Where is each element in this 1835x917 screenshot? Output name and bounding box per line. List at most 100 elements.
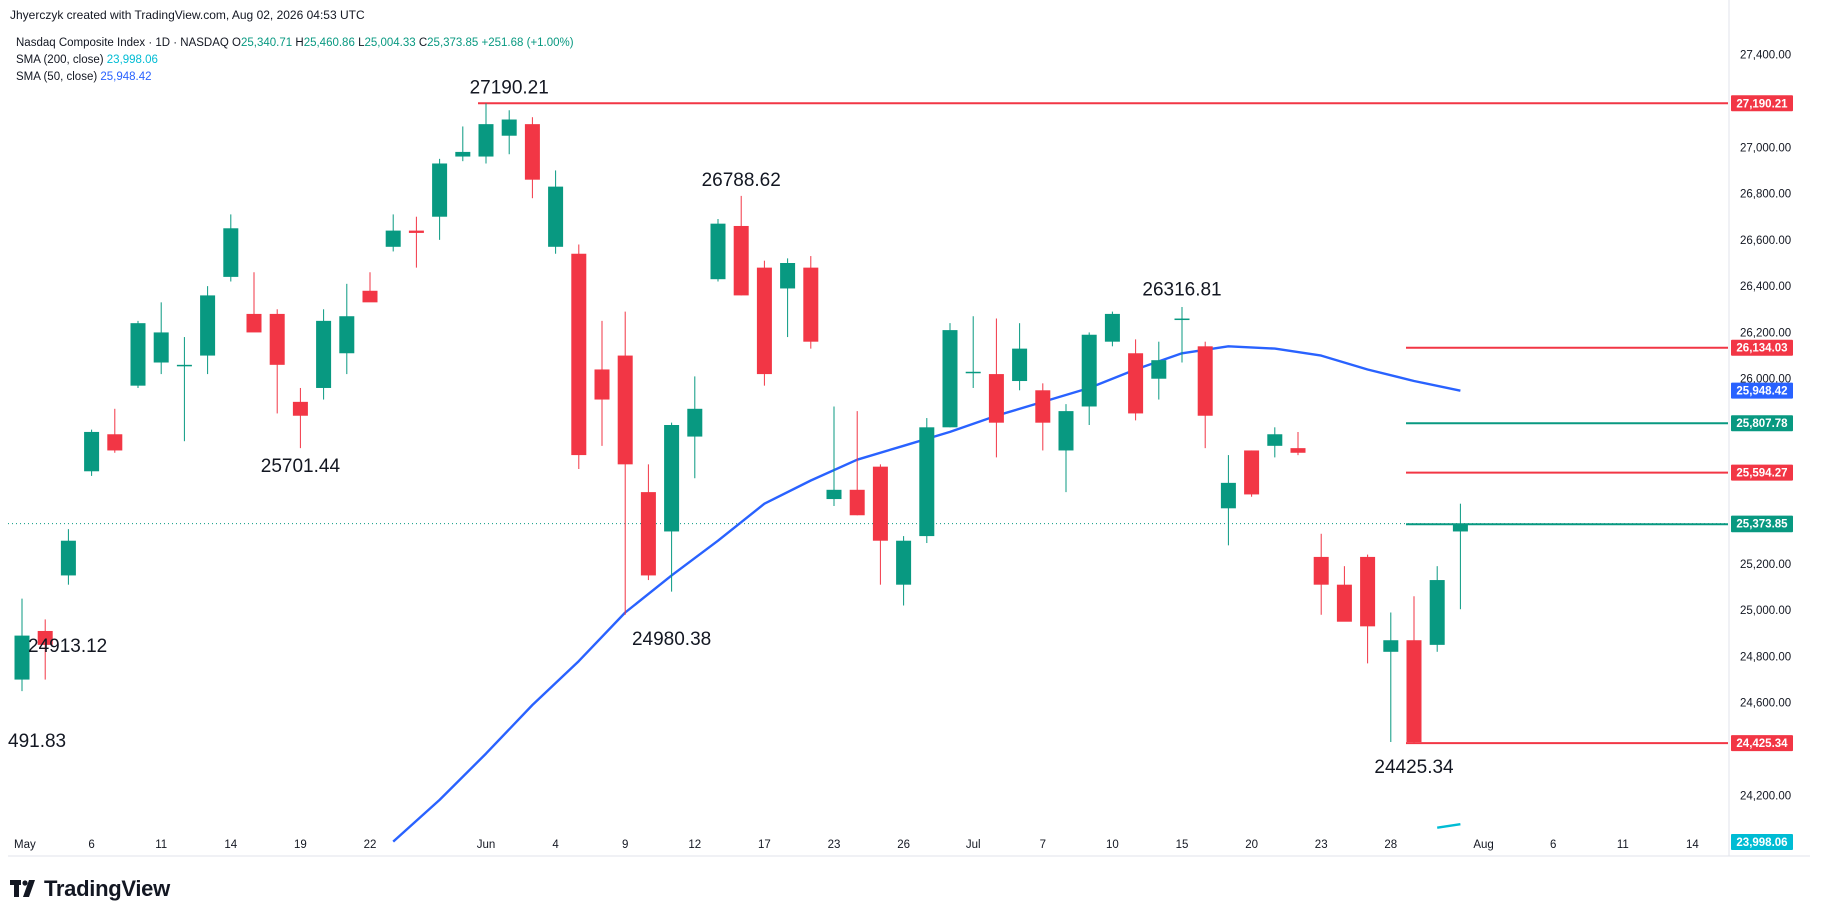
badge-label: 25,373.85 [1736, 519, 1788, 531]
candle-body [1452, 523, 1468, 532]
x-tick-label: 20 [1245, 839, 1258, 851]
candle-body [1104, 313, 1120, 342]
bullish-candle [339, 283, 355, 375]
price-annotation: 26788.62 [702, 170, 781, 191]
high-value: 25,460.86 [303, 37, 355, 49]
candle-body [1197, 346, 1213, 416]
candle-body [872, 466, 888, 541]
price-annotation: 491.83 [8, 731, 66, 752]
sma200-line [1437, 823, 1461, 829]
bearish-candle [524, 117, 540, 199]
candle-body [1035, 390, 1051, 423]
bearish-candle [849, 411, 865, 516]
x-tick-label: 17 [758, 839, 771, 851]
badge-bg [1731, 382, 1793, 399]
bullish-candle [1012, 323, 1028, 391]
bearish-candle [269, 309, 285, 414]
candle-body [1220, 482, 1236, 509]
legend-sma50-row[interactable]: SMA (50, close) 25,948.42 [16, 69, 574, 86]
legend-sma200-row[interactable]: SMA (200, close) 23,998.06 [16, 52, 574, 69]
candle-body [594, 369, 610, 400]
bullish-candle [501, 110, 517, 155]
y-tick-label: 26,400.00 [1740, 281, 1791, 293]
price-axis-badge: 26,134.03 [1731, 339, 1793, 356]
chart-legend: Nasdaq Composite Index · 1D · NASDAQ O25… [16, 35, 574, 86]
candle-body [617, 355, 633, 465]
x-tick-label: 23 [828, 839, 841, 851]
candle-body [1151, 360, 1167, 379]
bullish-candle [385, 214, 401, 252]
badge-bg [1731, 339, 1793, 356]
tradingview-logo[interactable]: TradingView [10, 876, 170, 902]
y-tick-label: 27,400.00 [1740, 50, 1791, 62]
bearish-candle [107, 408, 123, 453]
bullish-candle [316, 309, 332, 400]
candle-body [478, 124, 494, 157]
bullish-candle [1452, 503, 1468, 610]
candle-body [1128, 353, 1144, 414]
bullish-candle [942, 323, 958, 428]
x-tick-label: 15 [1176, 839, 1189, 851]
bearish-candle [872, 464, 888, 585]
bullish-candle [1151, 341, 1167, 400]
change-value: +251.68 (+1.00%) [481, 37, 574, 49]
sma50-value: 25,948.42 [100, 71, 152, 83]
y-tick-label: 24,600.00 [1740, 698, 1791, 710]
y-tick-label: 26,200.00 [1740, 327, 1791, 339]
x-tick-label: 14 [1686, 839, 1699, 851]
low-label: L [358, 37, 365, 49]
price-annotation: 25701.44 [261, 456, 341, 477]
candle-body [339, 316, 355, 354]
candle-body [849, 489, 865, 516]
candle-body [455, 151, 471, 157]
candle-body [1383, 640, 1399, 652]
bullish-candle [130, 320, 146, 388]
badge-bg [1731, 515, 1793, 532]
candle-body [965, 371, 981, 374]
candle-body [501, 119, 517, 136]
candle-body [1081, 334, 1097, 407]
bearish-candle [292, 387, 308, 449]
candle-body [687, 408, 703, 437]
candle-body [1336, 584, 1352, 622]
bullish-candle [478, 103, 494, 164]
chart-credit: Jhyerczyk created with TradingView.com, … [10, 8, 365, 22]
badge-label: 27,190.21 [1736, 98, 1788, 110]
legend-symbol-row[interactable]: Nasdaq Composite Index · 1D · NASDAQ O25… [16, 35, 574, 52]
candle-body [548, 186, 564, 247]
candle-body [107, 434, 123, 451]
bearish-candle [1290, 431, 1306, 456]
candle-body [37, 630, 53, 645]
candle-body [60, 540, 76, 576]
price-axis-badge: 25,373.85 [1731, 515, 1793, 532]
bullish-candle [1267, 427, 1283, 458]
badge-bg [1731, 415, 1793, 432]
x-tick-label: 12 [688, 839, 701, 851]
candle-body [292, 401, 308, 416]
x-tick-label: Jun [477, 839, 496, 851]
bullish-candle [965, 316, 981, 388]
bearish-candle [1128, 339, 1144, 421]
symbol-name[interactable]: Nasdaq Composite Index · 1D · NASDAQ [16, 37, 229, 49]
x-tick-label: 11 [155, 839, 167, 851]
tradingview-logo-icon [10, 880, 35, 897]
x-tick-label: 26 [897, 839, 910, 851]
candle-body [524, 124, 540, 180]
badge-bg [1731, 735, 1793, 752]
candle-body [408, 230, 424, 233]
bullish-candle [664, 422, 680, 592]
bullish-candle [1104, 311, 1120, 347]
bullish-candle [153, 302, 169, 375]
candle-body [1267, 434, 1283, 446]
y-tick-label: 25,000.00 [1740, 605, 1791, 617]
badge-label: 25,807.78 [1736, 418, 1788, 430]
candle-body [942, 330, 958, 428]
candle-body [803, 267, 819, 342]
price-axis-badge: 25,807.78 [1731, 415, 1793, 432]
y-tick-label: 24,800.00 [1740, 651, 1791, 663]
open-value: 25,340.71 [241, 37, 293, 49]
bearish-candle [408, 216, 424, 268]
bullish-candle [919, 418, 935, 544]
bullish-candle [432, 158, 448, 240]
